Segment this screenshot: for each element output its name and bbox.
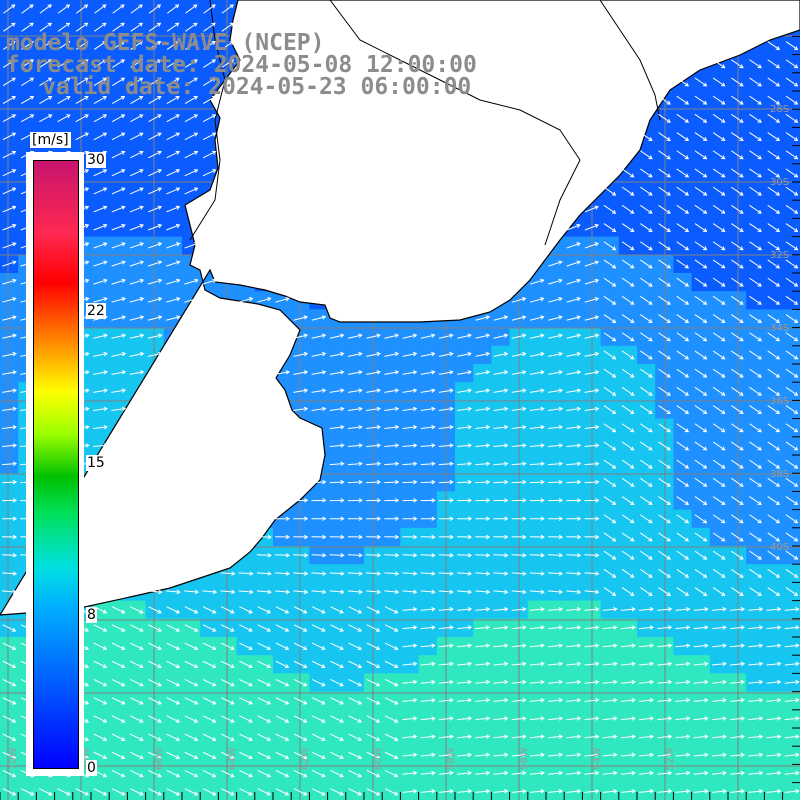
lon-label: 52W <box>665 747 676 770</box>
lon-label: 70W <box>8 747 19 770</box>
colorbar <box>33 160 79 769</box>
lon-label: 62W <box>300 747 311 770</box>
colorbar-unit: [m/s] <box>30 132 71 148</box>
lon-label: 60W <box>373 747 384 770</box>
lon-label: 66W <box>154 747 165 770</box>
colorbar-tick-8: 8 <box>86 607 97 623</box>
lat-label: 40S <box>770 542 789 553</box>
lat-label: 30S <box>770 177 789 188</box>
colorbar-tick-0: 0 <box>86 760 97 776</box>
lon-label: 58W <box>446 747 457 770</box>
lat-label: 28S <box>770 104 789 115</box>
lat-label: 38S <box>770 469 789 480</box>
lon-label: 64W <box>227 747 238 770</box>
valid-date: valid date: 2024-05-23 06:00:00 <box>42 74 472 100</box>
lat-label: 32S <box>770 250 789 261</box>
lat-label: 36S <box>770 396 789 407</box>
lon-label: 54W <box>592 747 603 770</box>
colorbar-tick-22: 22 <box>86 303 106 319</box>
colorbar-tick-30: 30 <box>86 152 106 168</box>
colorbar-tick-15: 15 <box>86 455 106 471</box>
lon-label: 56W <box>519 747 530 770</box>
lat-label: 34S <box>770 323 789 334</box>
